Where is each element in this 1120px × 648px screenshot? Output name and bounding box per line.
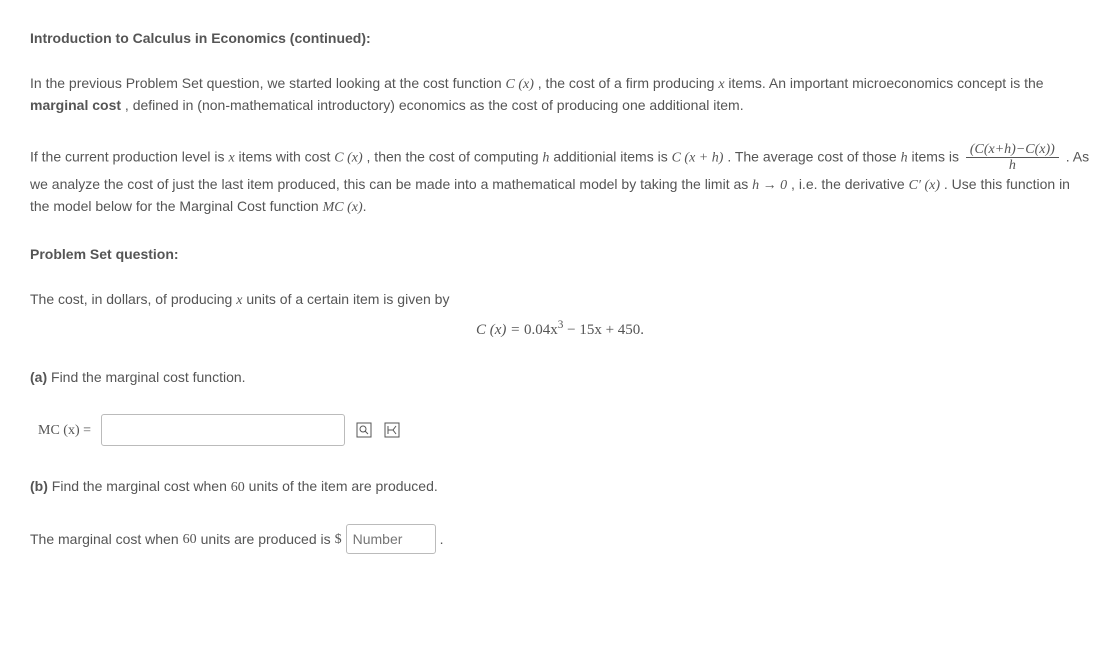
math-h: h <box>901 151 908 166</box>
part-a-label: (a) <box>30 369 47 385</box>
text: Find the marginal cost when <box>48 478 231 494</box>
text: The marginal cost when <box>30 529 179 550</box>
math-limit: h → 0 <box>752 178 787 193</box>
part-a: (a) Find the marginal cost function. <box>30 367 1090 388</box>
part-b-answer-line: The marginal cost when 60 units are prod… <box>30 524 1090 554</box>
math-h: h <box>542 151 549 166</box>
eq-lhs: C (x) = <box>476 322 524 338</box>
eq-coef: 0.04x <box>524 322 558 338</box>
problem-set-label: Problem Set question: <box>30 244 1090 265</box>
text: . The average cost of those <box>727 149 900 165</box>
math-Cx: C (x) <box>506 77 534 92</box>
fraction: (C(x+h)−C(x)) h <box>966 142 1059 174</box>
math-x: x <box>228 151 234 166</box>
math-60: 60 <box>183 529 197 550</box>
math-Cprime: C′ (x) <box>909 178 940 193</box>
marginal-cost-value-input[interactable] <box>346 524 436 554</box>
math-Cx: C (x) <box>334 151 362 166</box>
fraction-numerator: (C(x+h)−C(x)) <box>966 142 1059 158</box>
part-b-label: (b) <box>30 478 48 494</box>
text: In the previous Problem Set question, we… <box>30 75 506 91</box>
term-marginal-cost: marginal cost <box>30 97 121 113</box>
text: additionial items is <box>553 149 671 165</box>
part-a-text: Find the marginal cost function. <box>47 369 245 385</box>
marginal-cost-input[interactable] <box>101 414 345 446</box>
equation-editor-icon[interactable] <box>383 421 401 439</box>
mc-label: MC (x) = <box>38 420 91 441</box>
eq-exp: 3 <box>558 319 564 331</box>
text: , then the cost of computing <box>367 149 543 165</box>
text: , i.e. the derivative <box>791 176 909 192</box>
cost-equation: C (x) = 0.04x3 − 15x + 450. <box>30 317 1090 342</box>
dollar-sign: $ <box>335 529 342 550</box>
text: units of the item are produced. <box>245 478 438 494</box>
text: , the cost of a firm producing <box>538 75 719 91</box>
text: . <box>363 198 367 214</box>
math-MCx: MC (x) <box>323 200 363 215</box>
text: . <box>440 529 444 550</box>
section-title: Introduction to Calculus in Economics (c… <box>30 28 1090 49</box>
problem-intro: The cost, in dollars, of producing x uni… <box>30 289 1090 311</box>
preview-icon[interactable] <box>355 421 373 439</box>
part-a-answer-row: MC (x) = <box>30 414 1090 446</box>
math-x: x <box>718 77 724 92</box>
text: The cost, in dollars, of producing <box>30 291 236 307</box>
text: units of a certain item is given by <box>246 291 449 307</box>
math-Cxh: C (x + h) <box>672 151 724 166</box>
fraction-denominator: h <box>966 158 1059 173</box>
explanation-paragraph: If the current production level is x ite… <box>30 142 1090 218</box>
math-x: x <box>236 293 242 308</box>
text: units are produced is <box>201 529 331 550</box>
math-60: 60 <box>231 480 245 495</box>
text: items is <box>912 149 963 165</box>
intro-paragraph: In the previous Problem Set question, we… <box>30 73 1090 116</box>
math-MCeq: MC (x) = <box>38 423 91 438</box>
part-b: (b) Find the marginal cost when 60 units… <box>30 476 1090 498</box>
text: If the current production level is <box>30 149 228 165</box>
eq-rest: − 15x + 450. <box>567 322 644 338</box>
text: items with cost <box>239 149 335 165</box>
text: , defined in (non-mathematical introduct… <box>125 97 744 113</box>
text: items. An important microeconomics conce… <box>728 75 1043 91</box>
